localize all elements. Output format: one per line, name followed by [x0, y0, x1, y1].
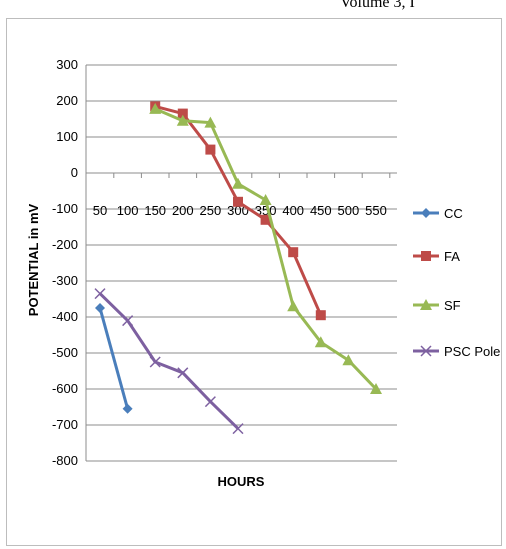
data-point-marker	[149, 356, 161, 368]
y-tick-label: -700	[52, 417, 78, 432]
data-point-marker	[233, 196, 243, 207]
data-point-marker	[370, 383, 382, 394]
x-tick-label: 550	[365, 203, 387, 218]
x-tick-label: 150	[144, 203, 166, 218]
grid-lines	[85, 64, 397, 462]
data-point-marker	[122, 403, 133, 414]
y-tick-label: -800	[52, 453, 78, 468]
y-tick-label: -300	[52, 273, 78, 288]
data-point-marker	[421, 251, 431, 261]
y-axis-ticks: 300 200 100 0 -100 -200 -300 -400 -500 -600 -700 -8…	[52, 57, 78, 468]
data-point-marker	[314, 336, 327, 348]
x-tick-label: 500	[338, 203, 360, 218]
legend-label: FA	[444, 249, 460, 264]
y-tick-label: 0	[71, 165, 78, 180]
data-point-marker	[342, 354, 355, 366]
y-tick-label: -600	[52, 381, 78, 396]
data-point-marker	[176, 114, 189, 126]
data-point-marker	[149, 102, 162, 114]
data-point-marker	[259, 194, 272, 205]
y-tick-label: -500	[52, 345, 78, 360]
data-point-marker	[260, 214, 271, 225]
series-sf	[149, 102, 382, 394]
series-cc	[95, 303, 133, 414]
data-point-marker	[204, 116, 217, 128]
legend-item: CC	[413, 206, 463, 221]
x-tick-label: 200	[172, 203, 194, 218]
series-psc-pole	[94, 288, 244, 435]
x-tick-label: 450	[310, 203, 332, 218]
chart-frame	[6, 18, 502, 546]
data-point-marker	[315, 310, 326, 321]
legend-label: PSC Pole	[444, 344, 500, 359]
y-tick-label: 300	[56, 57, 78, 72]
data-point-marker	[420, 345, 432, 357]
x-tick-label: 50	[93, 203, 107, 218]
y-tick-label: 200	[56, 93, 78, 108]
page-header-fragment: Volume 3, I	[340, 0, 415, 11]
data-point-marker	[288, 247, 299, 258]
data-point-marker	[205, 144, 216, 155]
data-point-marker	[177, 108, 188, 119]
data-point-marker	[177, 367, 189, 379]
series-line	[98, 292, 240, 430]
legend: CC FA SF PSC Pole	[413, 206, 500, 359]
x-axis-title: HOURS	[218, 474, 265, 489]
data-point-marker	[122, 315, 134, 327]
data-point-marker	[95, 303, 105, 313]
data-point-marker	[421, 208, 431, 218]
series-line	[154, 107, 378, 391]
x-axis-ticks: 50 100 150 200 250 300 350 400 450 500 550	[93, 173, 391, 218]
y-tick-label: 100	[56, 129, 78, 144]
series-line	[98, 307, 130, 410]
y-axis-title: POTENTIAL in mV	[26, 203, 41, 316]
y-tick-label: -200	[52, 237, 78, 252]
data-point-marker	[204, 396, 216, 408]
legend-label: SF	[444, 298, 461, 313]
legend-item: PSC Pole	[413, 344, 500, 359]
legend-item: SF	[413, 298, 461, 313]
data-point-marker	[232, 177, 244, 189]
x-tick-label: 250	[200, 203, 222, 218]
data-point-marker	[94, 288, 106, 300]
data-point-marker	[420, 299, 432, 310]
x-tick-label: 100	[117, 203, 139, 218]
data-point-marker	[287, 300, 300, 312]
data-point-marker	[232, 423, 244, 435]
legend-label: CC	[444, 206, 463, 221]
legend-item: FA	[413, 249, 460, 264]
y-tick-label: -400	[52, 309, 78, 324]
x-tick-label: 400	[282, 203, 304, 218]
x-tick-label: 350	[255, 203, 277, 218]
series-lines	[94, 101, 382, 435]
y-tick-label: -100	[52, 201, 78, 216]
